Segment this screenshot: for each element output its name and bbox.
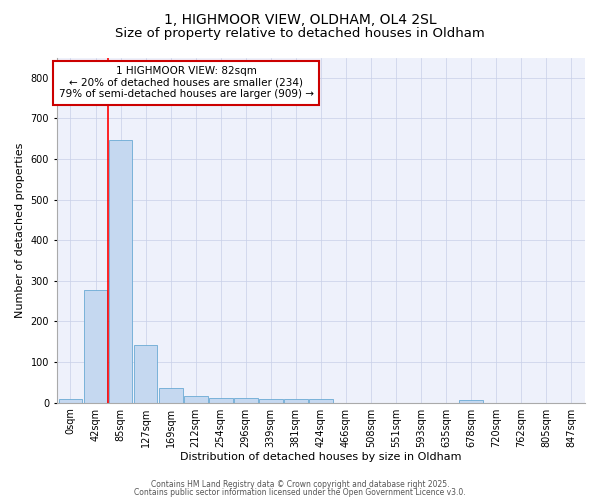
Text: Contains public sector information licensed under the Open Government Licence v3: Contains public sector information licen… xyxy=(134,488,466,497)
Bar xyxy=(59,400,82,402)
Bar xyxy=(284,400,308,402)
Bar xyxy=(134,344,157,403)
Text: 1, HIGHMOOR VIEW, OLDHAM, OL4 2SL: 1, HIGHMOOR VIEW, OLDHAM, OL4 2SL xyxy=(164,12,436,26)
Text: 1 HIGHMOOR VIEW: 82sqm
← 20% of detached houses are smaller (234)
79% of semi-de: 1 HIGHMOOR VIEW: 82sqm ← 20% of detached… xyxy=(59,66,314,100)
Bar xyxy=(83,290,107,403)
Bar xyxy=(159,388,182,402)
Bar xyxy=(309,399,333,402)
Text: Contains HM Land Registry data © Crown copyright and database right 2025.: Contains HM Land Registry data © Crown c… xyxy=(151,480,449,489)
Bar xyxy=(259,399,283,402)
Bar xyxy=(209,398,233,402)
Bar xyxy=(109,140,133,402)
Y-axis label: Number of detached properties: Number of detached properties xyxy=(15,142,25,318)
Text: Size of property relative to detached houses in Oldham: Size of property relative to detached ho… xyxy=(115,28,485,40)
X-axis label: Distribution of detached houses by size in Oldham: Distribution of detached houses by size … xyxy=(180,452,461,462)
Bar xyxy=(184,396,208,402)
Bar xyxy=(234,398,257,402)
Bar xyxy=(459,400,483,402)
